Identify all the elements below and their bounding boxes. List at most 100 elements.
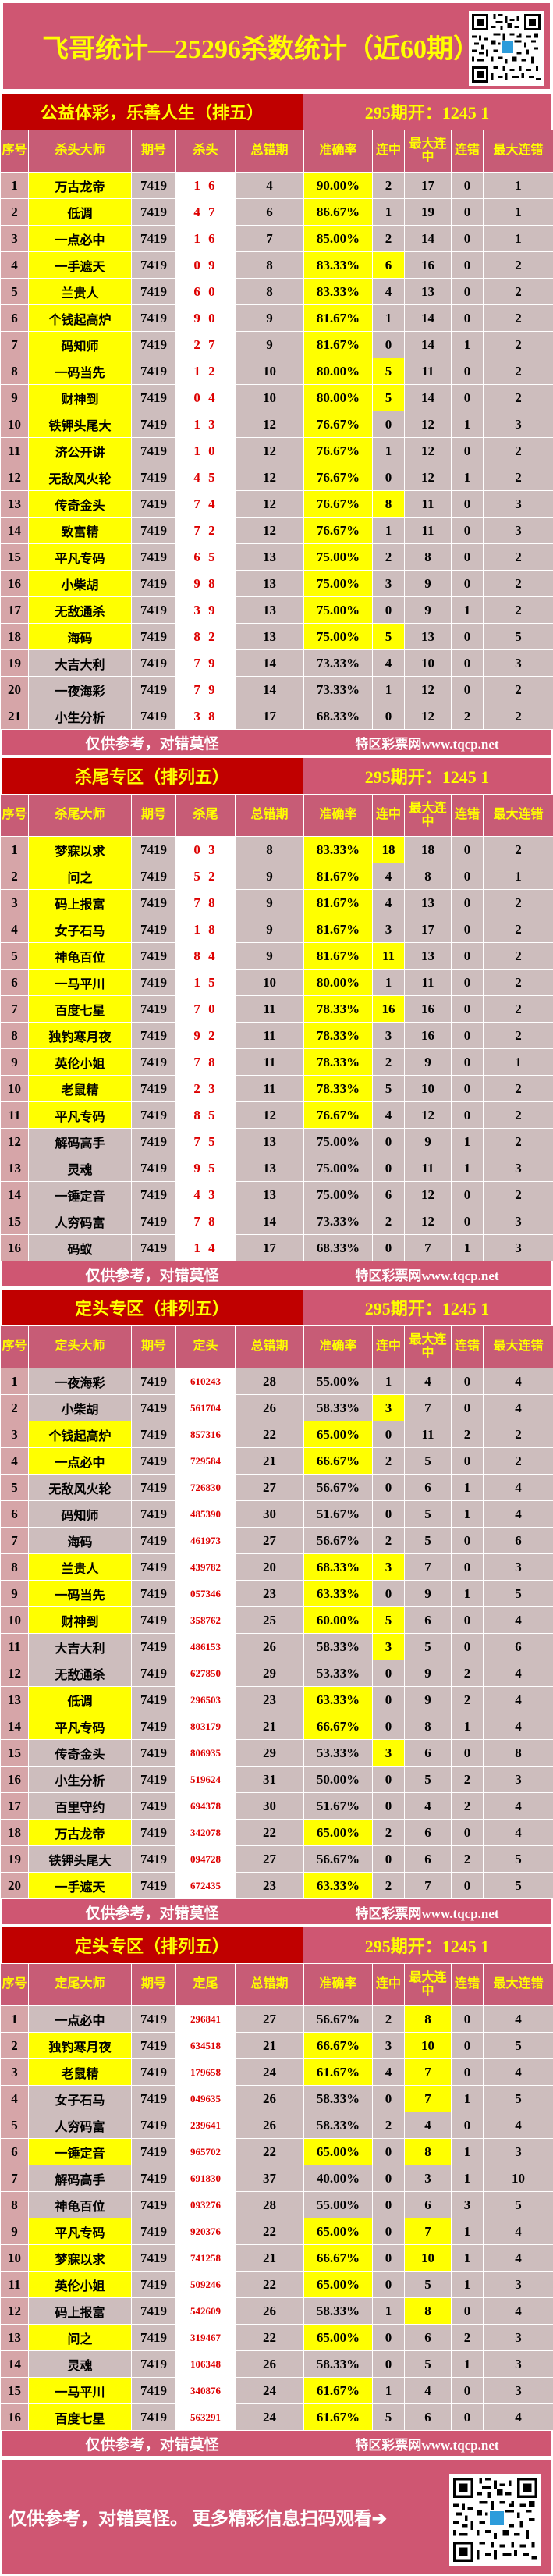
cell-total-errors: 13 — [236, 1182, 304, 1208]
qr-code-icon[interactable] — [449, 2474, 541, 2566]
cell-accuracy: 78.33% — [304, 1023, 373, 1049]
cell-max-miss: 3 — [484, 1155, 553, 1182]
cell-period: 7419 — [132, 226, 176, 252]
cell-accuracy: 80.00% — [304, 970, 373, 996]
column-header: 杀头 — [176, 130, 236, 173]
cell-max-streak: 12 — [405, 677, 452, 703]
qr-code-icon[interactable] — [469, 11, 544, 86]
cell-max-streak: 14 — [405, 332, 452, 358]
cell-max-miss: 2 — [484, 943, 553, 970]
disclaimer-text: 仅供参考，对错莫怪 — [2, 2433, 303, 2454]
cell-current-miss: 1 — [452, 411, 484, 438]
cell-accuracy: 66.67% — [304, 2245, 373, 2272]
cell-kill-numbers: 461973 — [176, 1528, 236, 1554]
cell-max-miss: 2 — [484, 544, 553, 571]
cell-current-miss: 0 — [452, 1554, 484, 1581]
cell-max-miss: 1 — [484, 1049, 553, 1076]
cell-period: 7419 — [132, 544, 176, 571]
cell-current-miss: 0 — [452, 358, 484, 385]
cell-current-miss: 0 — [452, 650, 484, 677]
cell-period: 7419 — [132, 518, 176, 544]
cell-master-name: 济公开讲 — [29, 438, 132, 464]
cell-period: 7419 — [132, 411, 176, 438]
cell-period: 7419 — [132, 1554, 176, 1581]
cell-max-streak: 13 — [405, 279, 452, 305]
column-header: 序号 — [1, 795, 29, 837]
